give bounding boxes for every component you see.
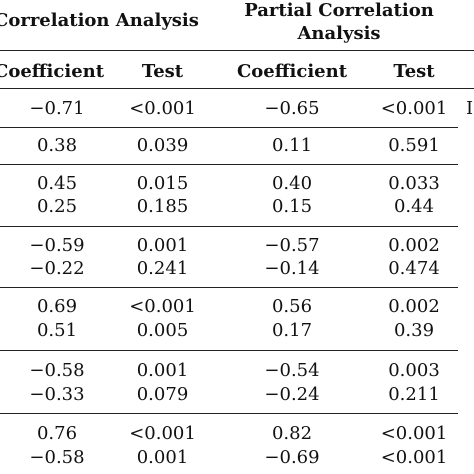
table-cell: 0.001	[136, 447, 189, 468]
col-header-test-partial: Test	[393, 61, 435, 82]
table-cell: −0.22	[29, 258, 85, 279]
table-cell: 0.079	[136, 384, 189, 405]
table-cell: 0.591	[388, 135, 440, 156]
group-header-correlation: Correlation Analysis	[0, 10, 199, 31]
table-cell: 0.005	[136, 320, 189, 341]
table-cell: −0.57	[264, 235, 320, 256]
table-cell: 0.38	[36, 135, 78, 156]
header-rule-bottom	[0, 88, 474, 89]
table-cell: <0.001	[129, 423, 196, 444]
row-divider	[0, 287, 458, 288]
table-cell: −0.58	[29, 360, 85, 381]
table-cell: −0.65	[264, 98, 320, 119]
group-header-partial-line2: Analysis	[297, 23, 381, 44]
table-cell: 0.17	[271, 320, 313, 341]
table-cell: <0.001	[380, 447, 448, 468]
table-cell: 0.474	[388, 258, 440, 279]
table-cell: −0.58	[29, 447, 85, 468]
row-divider	[0, 350, 458, 351]
row-divider	[0, 226, 458, 227]
table-cell: −0.59	[29, 235, 85, 256]
table-cell: 0.001	[136, 235, 189, 256]
col-header-test: Test	[141, 61, 184, 82]
table-cell: <0.001	[129, 98, 196, 119]
table-cell: −0.33	[29, 384, 85, 405]
row-divider	[0, 413, 458, 414]
table-cell: 0.211	[388, 384, 440, 405]
table-cell: 0.003	[388, 360, 440, 381]
table-cell: <0.001	[129, 296, 196, 317]
edge-glyph: I	[466, 98, 474, 119]
table-cell: 0.15	[271, 196, 313, 217]
table-cell: −0.71	[29, 98, 85, 119]
table-cell: 0.002	[388, 235, 440, 256]
header-rule-top	[0, 50, 474, 51]
table-cell: 0.44	[393, 196, 435, 217]
table-cell: 0.25	[36, 196, 78, 217]
table-cell: 0.40	[271, 173, 313, 194]
table-cell: −0.54	[264, 360, 320, 381]
col-header-coefficient: Coefficient	[0, 61, 105, 82]
table-cell: 0.033	[388, 173, 440, 194]
row-divider	[0, 127, 458, 128]
table-cell: 0.45	[36, 173, 78, 194]
table-cell: −0.14	[264, 258, 320, 279]
group-header-partial-line1: Partial Correlation	[244, 0, 434, 21]
table-cell: 0.001	[136, 360, 189, 381]
table-cell: 0.51	[36, 320, 78, 341]
table-cell: −0.24	[264, 384, 320, 405]
table-cell: 0.002	[388, 296, 440, 317]
col-header-coefficient-partial: Coefficient	[236, 61, 348, 82]
table-cell: 0.82	[271, 423, 313, 444]
table-cell: 0.39	[393, 320, 435, 341]
table-cell: 0.56	[271, 296, 313, 317]
table-cell: 0.185	[136, 196, 189, 217]
table-cell: 0.11	[271, 135, 313, 156]
table-cell: 0.69	[36, 296, 78, 317]
table-cell: 0.039	[136, 135, 189, 156]
table-cell: 0.015	[136, 173, 189, 194]
table-cell: <0.001	[380, 423, 448, 444]
table-cell: −0.69	[264, 447, 320, 468]
table-cell: 0.76	[36, 423, 78, 444]
table-cell: 0.241	[136, 258, 189, 279]
table-cell: <0.001	[380, 98, 448, 119]
row-divider	[0, 164, 458, 165]
